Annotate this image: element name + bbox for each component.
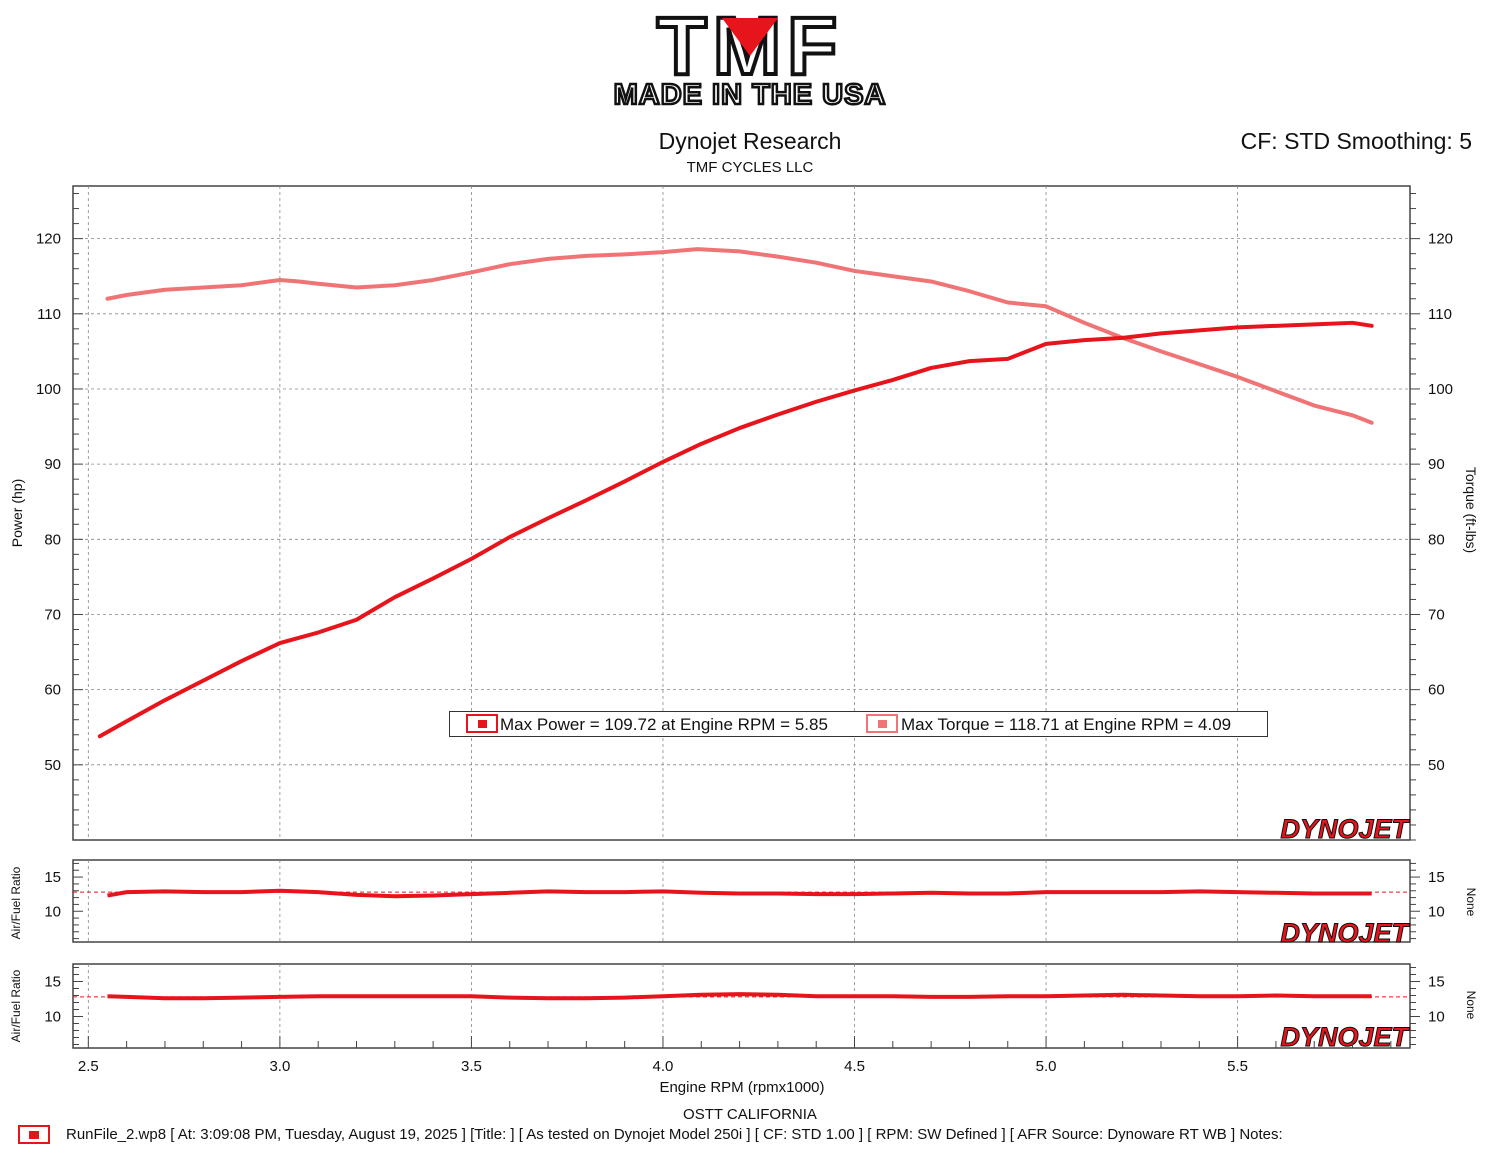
afr-panel-2-grid xyxy=(87,964,1239,1048)
x-axis: 2.5 3.0 3.5 4.0 4.5 5.0 5.5 xyxy=(78,1036,1392,1075)
x-axis-tick-label: 2.5 xyxy=(78,1058,99,1075)
torque-series-line xyxy=(105,247,1374,425)
afr-panel-1: 10 15 10 15 DYNOJET xyxy=(44,859,1445,949)
main-panel-frame xyxy=(72,185,1411,841)
main-right-axis: 50 60 70 80 90 100 110 120 xyxy=(1410,193,1453,841)
left-axis-tick-label: 50 xyxy=(44,757,61,774)
right-axis-tick-label: 70 xyxy=(1428,606,1445,623)
chart-title: Dynojet Research xyxy=(658,128,842,154)
right-axis-tick-label: 50 xyxy=(1428,757,1445,774)
right-axis-tick-label: 10 xyxy=(1428,903,1445,920)
afr-panel-1-axis-label: Air/Fuel Ratio xyxy=(9,866,23,939)
right-axis-tick-label: 10 xyxy=(1428,1009,1445,1026)
afr-panel-2-axis-label: Air/Fuel Ratio xyxy=(9,969,23,1042)
right-axis-tick-label: 100 xyxy=(1428,381,1453,398)
afr-panel-2-right-label: None xyxy=(1464,991,1478,1020)
x-axis-tick-label: 5.5 xyxy=(1227,1058,1248,1075)
afr-panel-2-frame xyxy=(72,963,1411,1049)
footer-run-info: RunFile_2.wp8 [ At: 3:09:08 PM, Tuesday,… xyxy=(66,1126,1283,1143)
afr-panel-1-right-label: None xyxy=(1464,888,1478,917)
left-axis-tick-label: 10 xyxy=(44,903,61,920)
afr-panel-2-left-axis: 10 15 xyxy=(44,967,83,1045)
afr-panel-2-watermark: DYNOJET xyxy=(1280,1022,1410,1052)
chart-legend: Max Power = 109.72 at Engine RPM = 5.85 … xyxy=(449,711,1268,737)
afr-panel-1-watermark: DYNOJET xyxy=(1280,918,1410,948)
main-left-axis: 50 60 70 80 90 100 110 120 xyxy=(36,193,83,841)
x-axis-tick-label: 4.5 xyxy=(844,1058,865,1075)
right-axis-tick-label: 90 xyxy=(1428,456,1445,473)
x-axis-tick-label: 3.5 xyxy=(461,1058,482,1075)
left-axis-tick-label: 110 xyxy=(37,306,61,323)
right-axis-tick-label: 15 xyxy=(1428,869,1445,886)
right-axis-tick-label: 15 xyxy=(1428,974,1445,991)
power-series-line xyxy=(97,320,1374,739)
left-axis-tick-label: 120 xyxy=(36,231,61,248)
correction-factor-text: CF: STD Smoothing: 5 xyxy=(1240,128,1472,154)
x-axis-label: Engine RPM (rpmx1000) xyxy=(659,1079,824,1096)
left-axis-tick-label: 15 xyxy=(44,869,61,886)
left-axis-tick-label: 90 xyxy=(44,456,61,473)
legend-torque-entry: Max Torque = 118.71 at Engine RPM = 4.09 xyxy=(901,715,1232,734)
right-axis-tick-label: 110 xyxy=(1428,306,1452,323)
afr-panel-1-series-line xyxy=(107,888,1372,899)
afr-panel-2-series-line xyxy=(107,992,1372,1001)
afr-panel-1-right-axis: 10 15 xyxy=(1410,862,1445,940)
x-axis-tick-label: 5.0 xyxy=(1036,1058,1057,1075)
left-axis-tick-label: 80 xyxy=(44,531,61,548)
afr-panel-1-grid xyxy=(87,860,1239,942)
left-axis-tick-label: 10 xyxy=(44,1009,61,1026)
legend-power-swatch xyxy=(466,714,498,733)
left-axis-tick-label: 100 xyxy=(36,381,61,398)
afr-panel-2: 10 15 10 15 DYNOJET xyxy=(44,963,1445,1053)
afr-panel-1-left-axis: 10 15 xyxy=(44,862,83,940)
chart-subtitle: TMF CYCLES LLC xyxy=(686,159,814,176)
x-axis-tick-label: 4.0 xyxy=(653,1058,674,1075)
footer-location: OSTT CALIFORNIA xyxy=(683,1106,817,1123)
afr-panel-2-right-axis: 10 15 xyxy=(1410,967,1445,1045)
main-watermark: DYNOJET xyxy=(1280,814,1410,844)
right-axis-tick-label: 60 xyxy=(1428,682,1445,699)
left-axis-tick-label: 60 xyxy=(44,682,61,699)
main-grid xyxy=(73,186,1410,840)
power-axis-label: Power (hp) xyxy=(9,479,25,547)
logo-red-triangle xyxy=(722,18,778,56)
afr-panel-1-frame xyxy=(72,859,1411,943)
right-axis-tick-label: 80 xyxy=(1428,531,1445,548)
torque-axis-label: Torque (ft-lbs) xyxy=(1463,467,1479,553)
tmf-logo: TMF MADE IN THE USA xyxy=(612,12,887,108)
left-axis-tick-label: 15 xyxy=(44,974,61,991)
x-axis-tick-label: 3.0 xyxy=(269,1058,290,1075)
logo-tagline: MADE IN THE USA xyxy=(614,79,887,108)
legend-torque-swatch xyxy=(866,714,898,733)
left-axis-tick-label: 70 xyxy=(44,606,61,623)
right-axis-tick-label: 120 xyxy=(1428,231,1453,248)
legend-power-entry: Max Power = 109.72 at Engine RPM = 5.85 xyxy=(500,715,828,734)
run-file-marker-icon xyxy=(18,1125,50,1144)
